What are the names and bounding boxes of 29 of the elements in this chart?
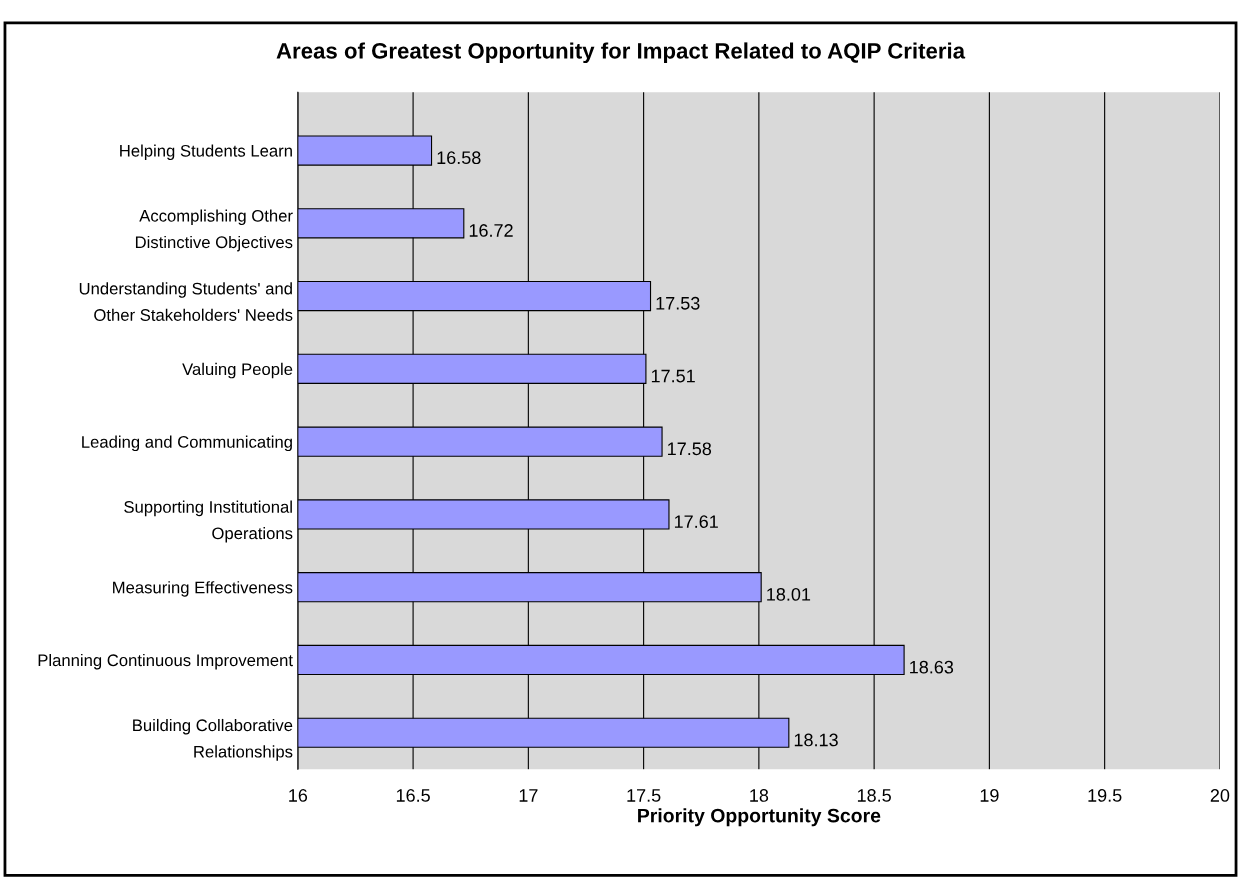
data-label: 18.63 xyxy=(910,660,954,674)
x-tick-label: 18 xyxy=(750,789,769,802)
data-label: 16.72 xyxy=(469,224,513,237)
x-tick-label: 19.5 xyxy=(1088,789,1122,802)
data-label: 18.01 xyxy=(767,587,811,601)
x-axis-title: Priority Opportunity Score xyxy=(638,808,881,827)
y-tick-label: Supporting Institutional Operations xyxy=(124,500,293,543)
data-label: 18.13 xyxy=(794,733,838,747)
x-tick-label: 16 xyxy=(289,789,308,802)
y-tick-label: Leading and Communicating xyxy=(82,435,292,452)
chart-title: Areas of Greatest Opportunity for Impact Related to AQIP Criteria xyxy=(276,42,966,64)
y-tick-label: Understanding Students' and Other Stakeholders' Needs xyxy=(79,282,293,321)
data-label: 17.53 xyxy=(656,296,700,310)
x-tick-label: 17.5 xyxy=(627,789,661,802)
data-label: 17.58 xyxy=(668,442,712,456)
y-tick-label: Measuring Effectiveness xyxy=(113,581,293,597)
x-tick-label: 17 xyxy=(519,789,538,802)
x-tick-label: 18.5 xyxy=(857,789,891,802)
data-label: 17.51 xyxy=(651,369,695,383)
y-tick-label: Planning Continuous Improvement xyxy=(38,653,293,670)
x-tick-label: 20 xyxy=(1210,789,1230,802)
x-tick-label: 16.5 xyxy=(396,789,430,802)
y-tick-label: Accomplishing Other Distinctive Objectives xyxy=(135,209,293,252)
y-tick-label: Valuing People xyxy=(182,362,293,379)
data-label: 17.61 xyxy=(674,515,718,528)
x-tick-label: 19 xyxy=(980,789,999,802)
y-tick-label: Helping Students Learn xyxy=(120,144,292,161)
y-tick-label: Building Collaborative Relationships xyxy=(133,718,293,761)
data-label: 16.58 xyxy=(437,151,481,165)
